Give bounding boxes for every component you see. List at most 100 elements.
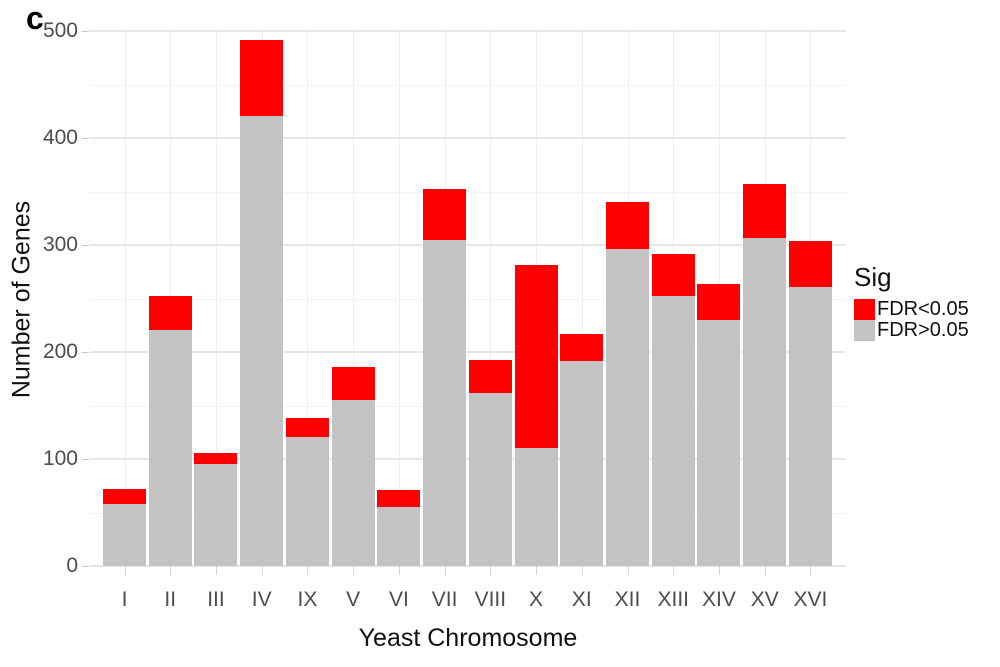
bar-segment-fdr-significant (377, 490, 421, 508)
bar-xv (743, 184, 787, 566)
bar-segment-fdr-nonsignificant (606, 249, 650, 566)
y-axis-title: Number of Genes (7, 200, 36, 399)
bar-segment-fdr-nonsignificant (651, 296, 695, 566)
x-tick-label-vii: VII (431, 588, 458, 611)
bar-segment-fdr-nonsignificant (560, 360, 604, 566)
bar-segment-fdr-significant (103, 488, 146, 504)
major-gridline (90, 351, 846, 353)
y-tick-mark (82, 459, 89, 460)
x-tick-mark (627, 566, 629, 575)
x-tick-label-xi: XI (571, 588, 592, 611)
bar-segment-fdr-significant (606, 202, 650, 250)
major-gridline (90, 458, 846, 460)
bar-segment-fdr-nonsignificant (103, 503, 146, 566)
legend: Sig FDR<0.05 FDR>0.05 (854, 262, 1000, 341)
x-tick-mark (307, 566, 309, 575)
x-tick-label-xvi: XVI (793, 588, 828, 611)
vertical-gridline (490, 28, 492, 566)
bar-segment-fdr-nonsignificant (743, 237, 787, 566)
bar-xvi (788, 240, 832, 566)
x-tick-mark (215, 566, 217, 575)
bar-v (331, 366, 375, 566)
major-gridline (90, 565, 846, 567)
vertical-gridline (398, 28, 400, 566)
minor-gridline (90, 405, 846, 407)
bar-viii (468, 359, 512, 567)
bar-segment-fdr-nonsignificant (514, 448, 558, 566)
bar-segment-fdr-significant (331, 366, 375, 401)
minor-gridline (90, 84, 846, 86)
plot-area (90, 28, 846, 567)
bar-x (514, 265, 558, 566)
y-tick-mark (82, 245, 89, 246)
bar-segment-fdr-nonsignificant (331, 400, 375, 566)
x-tick-label-xii: XII (614, 588, 641, 611)
bar-segment-fdr-nonsignificant (240, 115, 284, 566)
bar-ii (148, 296, 192, 566)
legend-entry: FDR<0.05 (854, 298, 1000, 320)
minor-gridline (90, 191, 846, 193)
bar-xi (560, 333, 604, 566)
y-tick-label: 200 (42, 340, 78, 363)
x-tick-mark (536, 566, 538, 575)
bar-segment-fdr-nonsignificant (697, 319, 741, 566)
x-tick-label-ii: II (164, 588, 177, 611)
bar-segment-fdr-significant (697, 283, 741, 320)
y-tick-label: 400 (42, 126, 78, 149)
x-tick-mark (581, 566, 583, 575)
bar-segment-fdr-significant (148, 296, 192, 330)
x-axis-title: Yeast Chromosome (358, 624, 578, 652)
major-gridline (90, 244, 846, 246)
legend-entry: FDR>0.05 (854, 319, 1000, 341)
bar-segment-fdr-nonsignificant (423, 239, 467, 566)
bar-segment-fdr-significant (743, 184, 787, 238)
x-tick-mark (490, 566, 492, 575)
y-tick-label: 100 (42, 447, 78, 470)
bar-segment-fdr-nonsignificant (148, 329, 192, 566)
legend-label: FDR<0.05 (877, 298, 969, 320)
x-tick-mark (810, 566, 812, 575)
bar-segment-fdr-significant (651, 253, 695, 297)
y-tick-mark (82, 138, 89, 139)
vertical-gridline (124, 28, 126, 566)
bar-vi (377, 490, 421, 566)
bar-segment-fdr-significant (560, 333, 604, 361)
bar-vii (423, 189, 467, 566)
bar-segment-fdr-significant (788, 240, 832, 287)
bar-segment-fdr-significant (514, 265, 558, 449)
x-tick-mark (353, 566, 355, 575)
bar-segment-fdr-significant (468, 359, 512, 393)
x-tick-label-v: V (346, 588, 361, 611)
bar-segment-fdr-significant (423, 189, 467, 240)
minor-gridline (90, 298, 846, 300)
legend-entries: FDR<0.05 FDR>0.05 (854, 298, 1000, 341)
x-tick-mark (718, 566, 720, 575)
vertical-gridline (307, 28, 309, 566)
y-tick-label: 0 (66, 554, 78, 577)
x-tick-label-ix: IX (297, 588, 318, 611)
vertical-gridline (215, 28, 217, 566)
x-tick-mark (444, 566, 446, 575)
panel-label: c (26, 0, 44, 36)
x-tick-mark (398, 566, 400, 575)
y-tick-mark (82, 352, 89, 353)
y-tick-label: 500 (42, 19, 78, 42)
legend-title: Sig (854, 262, 892, 292)
legend-label: FDR>0.05 (877, 319, 969, 341)
bar-ix (285, 418, 329, 566)
bar-i (103, 488, 146, 566)
x-tick-label-vi: VI (388, 588, 409, 611)
major-gridline (90, 30, 846, 32)
legend-key-swatch (854, 320, 875, 341)
y-tick-label: 300 (42, 233, 78, 256)
y-tick-mark (82, 31, 89, 32)
x-tick-mark (673, 566, 675, 575)
vertical-gridline (581, 28, 583, 566)
bar-segment-fdr-significant (240, 39, 284, 116)
x-tick-label-x: X (529, 588, 544, 611)
minor-gridline (90, 512, 846, 514)
x-tick-mark (261, 566, 263, 575)
bar-iii (194, 452, 238, 566)
x-tick-label-xiii: XIII (657, 588, 690, 611)
bar-iv (240, 39, 284, 566)
